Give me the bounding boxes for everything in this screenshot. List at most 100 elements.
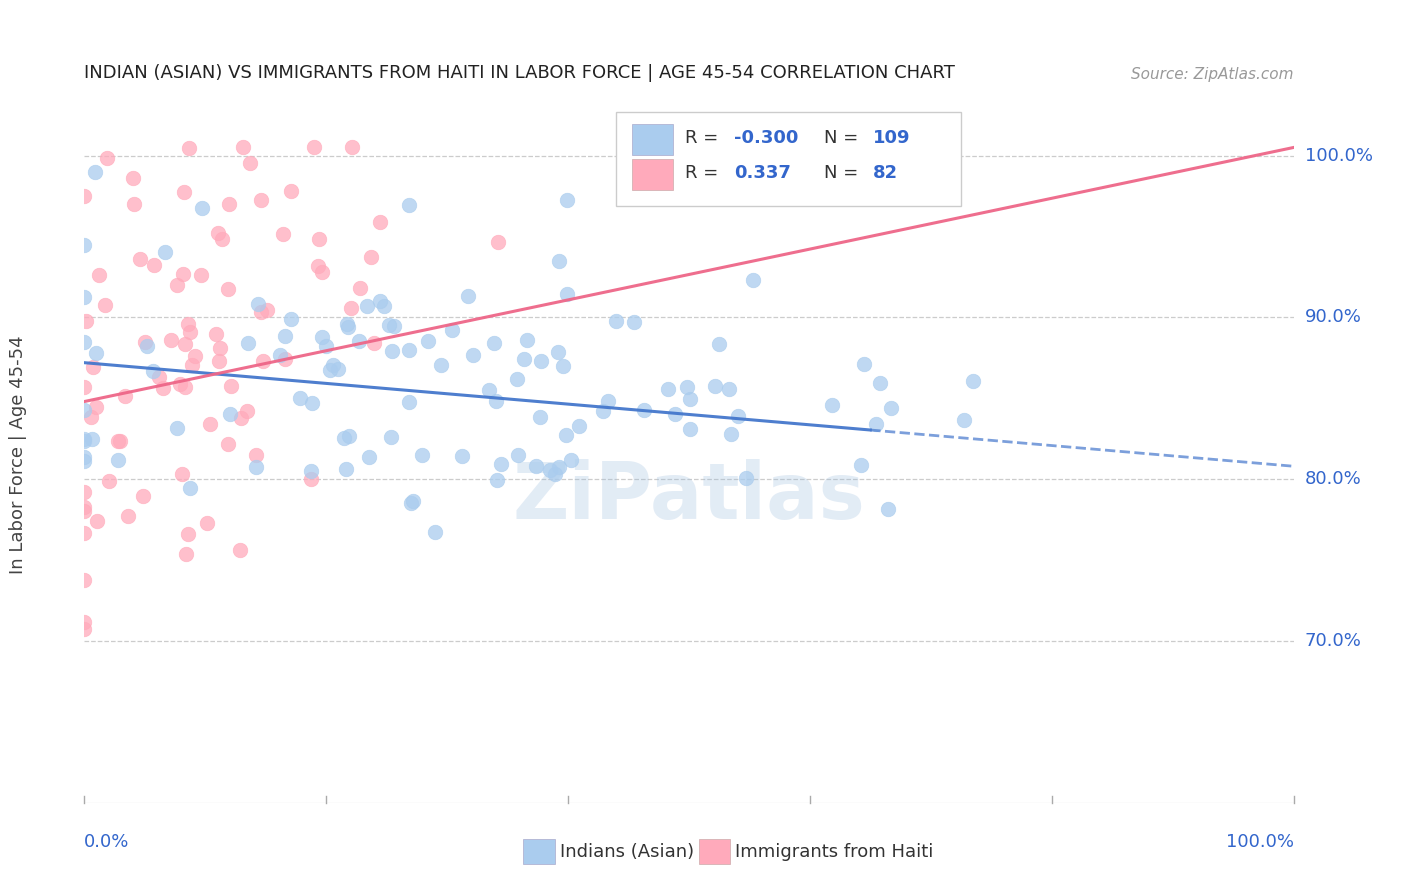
Point bbox=[128, 252, 150, 267]
Point bbox=[568, 419, 591, 434]
Point bbox=[172, 267, 194, 281]
Point bbox=[273, 351, 295, 366]
Text: Immigrants from Haiti: Immigrants from Haiti bbox=[735, 843, 934, 861]
Point bbox=[557, 194, 579, 208]
Point bbox=[676, 380, 699, 394]
Text: In Labor Force | Age 45-54: In Labor Force | Age 45-54 bbox=[8, 335, 27, 574]
Point bbox=[73, 504, 96, 518]
Point bbox=[319, 362, 342, 376]
Point bbox=[555, 427, 578, 442]
Point bbox=[547, 345, 569, 359]
Text: 0.337: 0.337 bbox=[734, 164, 790, 182]
Point bbox=[280, 184, 302, 198]
Point bbox=[461, 349, 484, 363]
Point bbox=[357, 450, 380, 464]
Point bbox=[73, 454, 96, 468]
Text: Indians (Asian): Indians (Asian) bbox=[560, 843, 693, 861]
Point bbox=[307, 259, 329, 273]
Point bbox=[547, 459, 569, 474]
Point bbox=[207, 226, 229, 240]
Point bbox=[174, 547, 197, 561]
Text: 100.0%: 100.0% bbox=[1226, 833, 1294, 851]
Point bbox=[301, 396, 323, 410]
Point bbox=[821, 398, 844, 412]
Point bbox=[311, 330, 333, 344]
Point bbox=[73, 615, 96, 630]
Point bbox=[153, 244, 176, 259]
Point bbox=[117, 509, 139, 524]
Text: 82: 82 bbox=[873, 164, 898, 182]
Point bbox=[84, 346, 107, 360]
Point bbox=[232, 140, 254, 154]
Point bbox=[122, 171, 145, 186]
Point bbox=[73, 573, 96, 587]
Point bbox=[512, 352, 534, 367]
Point bbox=[269, 348, 291, 362]
Point bbox=[516, 334, 538, 348]
Point bbox=[271, 227, 294, 241]
Point bbox=[717, 383, 740, 397]
Point bbox=[679, 422, 702, 436]
Point bbox=[529, 409, 551, 424]
Point bbox=[211, 232, 233, 246]
Point bbox=[195, 516, 218, 530]
Point bbox=[249, 304, 271, 318]
Point bbox=[73, 434, 96, 448]
Point bbox=[380, 430, 402, 444]
Point bbox=[183, 350, 205, 364]
Point bbox=[486, 474, 509, 488]
Point bbox=[360, 250, 382, 264]
Point bbox=[530, 354, 553, 368]
Point bbox=[97, 474, 120, 488]
Point bbox=[180, 359, 202, 373]
Point bbox=[349, 334, 371, 349]
Point bbox=[177, 318, 200, 332]
FancyBboxPatch shape bbox=[633, 124, 673, 155]
Point bbox=[605, 314, 627, 328]
Text: INDIAN (ASIAN) VS IMMIGRANTS FROM HAITI IN LABOR FORCE | AGE 45-54 CORRELATION C: INDIAN (ASIAN) VS IMMIGRANTS FROM HAITI … bbox=[84, 64, 955, 82]
Point bbox=[256, 303, 278, 318]
Point bbox=[506, 448, 529, 462]
Point bbox=[107, 453, 129, 467]
Point bbox=[218, 407, 240, 421]
Point bbox=[170, 467, 193, 481]
Point bbox=[73, 450, 96, 464]
Point bbox=[368, 215, 391, 229]
Point bbox=[524, 459, 547, 474]
Text: ZiPatlas: ZiPatlas bbox=[513, 458, 865, 534]
Point bbox=[190, 268, 212, 282]
Point bbox=[399, 496, 422, 510]
Point bbox=[73, 189, 96, 203]
Text: 0.0%: 0.0% bbox=[84, 833, 129, 851]
Point bbox=[108, 434, 131, 448]
FancyBboxPatch shape bbox=[616, 112, 962, 206]
Point bbox=[107, 434, 129, 449]
Point bbox=[880, 401, 903, 415]
Point bbox=[299, 472, 322, 486]
Point bbox=[73, 484, 96, 499]
Text: R =: R = bbox=[685, 164, 730, 182]
Point bbox=[299, 464, 322, 478]
Point bbox=[734, 471, 756, 485]
FancyBboxPatch shape bbox=[523, 839, 555, 864]
Point bbox=[333, 431, 356, 445]
Point bbox=[177, 527, 200, 541]
Point bbox=[381, 344, 404, 359]
Point bbox=[208, 342, 231, 356]
Point bbox=[231, 410, 253, 425]
Point bbox=[633, 403, 655, 417]
Point bbox=[73, 402, 96, 417]
Point bbox=[82, 432, 104, 446]
Point bbox=[219, 379, 242, 393]
Point bbox=[478, 383, 501, 397]
Point bbox=[132, 489, 155, 503]
FancyBboxPatch shape bbox=[699, 839, 730, 864]
Point bbox=[148, 370, 170, 384]
Point bbox=[544, 467, 567, 482]
Point bbox=[741, 273, 763, 287]
Point bbox=[557, 287, 579, 301]
Point bbox=[335, 462, 357, 476]
Text: 100.0%: 100.0% bbox=[1305, 146, 1372, 165]
Point bbox=[73, 500, 96, 514]
Point bbox=[179, 325, 201, 339]
